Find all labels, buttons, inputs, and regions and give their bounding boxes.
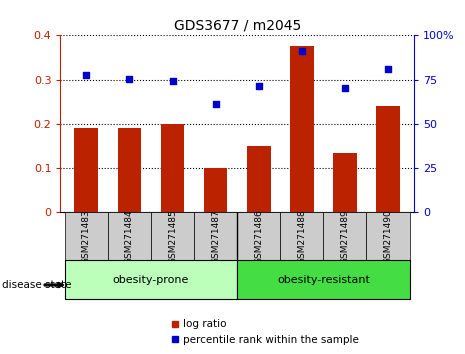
Bar [108, 212, 151, 260]
Text: GSM271486: GSM271486 [254, 209, 263, 264]
Text: disease state: disease state [2, 280, 72, 290]
Bar [160, 124, 184, 212]
Bar [376, 106, 400, 212]
Point [255, 84, 262, 89]
Bar [366, 212, 410, 260]
Bar [323, 212, 366, 260]
Text: GSM271484: GSM271484 [125, 209, 134, 264]
Bar [65, 212, 108, 260]
Bar [65, 260, 237, 299]
Bar [204, 168, 227, 212]
Bar [118, 128, 141, 212]
Point [126, 76, 133, 81]
Text: obesity-prone: obesity-prone [113, 275, 189, 285]
Bar [333, 153, 357, 212]
Bar [74, 128, 98, 212]
Point [341, 86, 349, 91]
Text: GSM271490: GSM271490 [384, 209, 392, 264]
Bar [237, 260, 410, 299]
Point [212, 101, 219, 107]
Point [384, 66, 392, 72]
Bar [290, 46, 314, 212]
Point [298, 48, 306, 54]
Bar [247, 146, 271, 212]
Bar [151, 212, 194, 260]
Legend: log ratio, percentile rank within the sample: log ratio, percentile rank within the sa… [166, 315, 364, 349]
Point [83, 73, 90, 78]
Title: GDS3677 / m2045: GDS3677 / m2045 [173, 19, 301, 33]
Text: GSM271489: GSM271489 [340, 209, 349, 264]
Bar [280, 212, 323, 260]
Text: GSM271488: GSM271488 [297, 209, 306, 264]
Text: GSM271483: GSM271483 [82, 209, 91, 264]
Text: GSM271485: GSM271485 [168, 209, 177, 264]
Text: GSM271487: GSM271487 [211, 209, 220, 264]
Bar [237, 212, 280, 260]
Point [169, 78, 176, 83]
Text: obesity-resistant: obesity-resistant [277, 275, 370, 285]
Bar [194, 212, 237, 260]
